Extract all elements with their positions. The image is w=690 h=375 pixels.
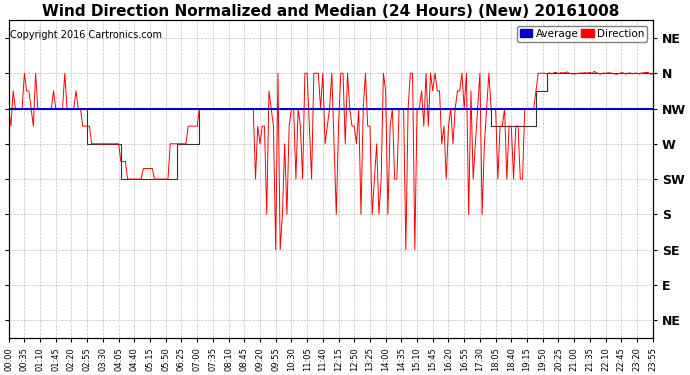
Title: Wind Direction Normalized and Median (24 Hours) (New) 20161008: Wind Direction Normalized and Median (24… [42,4,620,19]
Text: Copyright 2016 Cartronics.com: Copyright 2016 Cartronics.com [10,30,162,40]
Legend: Average, Direction: Average, Direction [517,26,647,42]
